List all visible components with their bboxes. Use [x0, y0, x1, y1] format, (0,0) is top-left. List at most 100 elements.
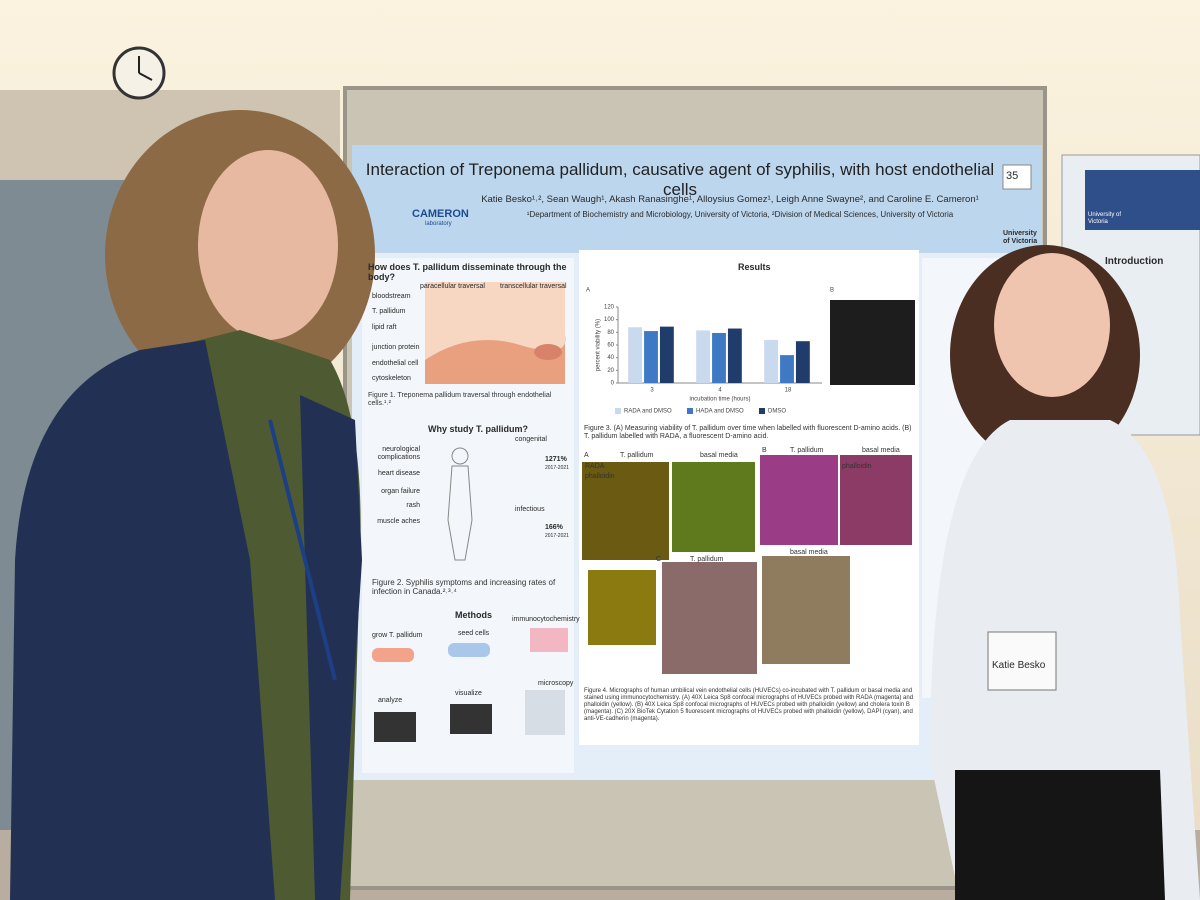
figure-caption: Figure 2. Syphilis symptoms and increasi… [372, 578, 556, 597]
method-step: visualize [455, 690, 482, 697]
micrograph-label: A [584, 452, 589, 459]
neighbor-logo: University of Victoria [1088, 212, 1122, 225]
figure-caption: Figure 3. (A) Measuring viability of T. … [584, 425, 912, 441]
diagram-label: bloodstream [372, 293, 411, 300]
micrograph [830, 300, 915, 385]
neighbor-banner [1085, 170, 1200, 230]
figure-caption: Figure 1. Treponema pallidum traversal t… [368, 392, 552, 408]
legend-swatch [687, 408, 693, 414]
micrograph-label: T. pallidum [790, 447, 824, 454]
period: 2017-2021 [545, 533, 569, 539]
section-heading: How does T. pallidum disseminate through… [368, 262, 567, 283]
x-axis-label: incubation time (hours) [689, 397, 750, 403]
micrograph-label: basal media [862, 447, 900, 454]
label: congenital [515, 436, 547, 443]
symptom-label: heart disease [377, 470, 420, 477]
micrograph-label: basal media [700, 452, 738, 459]
diagram-label: lipid raft [372, 324, 397, 331]
section-heading: Results [738, 262, 771, 272]
bar [628, 327, 643, 383]
micrograph-label: T. pallidum [620, 452, 654, 459]
method-step: analyze [378, 697, 403, 704]
lab-logo: CAMERON [412, 208, 469, 220]
microscope-icon [525, 690, 565, 735]
micrograph-label: phalloidin [842, 463, 872, 470]
micrograph-label: C [656, 556, 662, 563]
symptom-label: rash [406, 502, 420, 509]
label: infectious [515, 506, 545, 513]
cardigan [300, 395, 362, 900]
lab-logo-sub: laboratory [425, 221, 452, 227]
name-tag [987, 631, 1057, 691]
x-tick-label: 18 [785, 388, 792, 394]
x-tick-label: 4 [718, 388, 722, 394]
micrograph-label: basal media [790, 549, 828, 556]
micrograph-label: phalloidin [585, 473, 615, 480]
clock-hand [138, 72, 153, 81]
micrograph-label: B [762, 447, 767, 454]
neighbor-heading: Introduction [1105, 256, 1164, 267]
diagram-label: T. pallidum [372, 308, 406, 315]
nucleus [534, 344, 562, 360]
poster-title: Interaction of Treponema pallidum, causa… [365, 160, 995, 199]
monitor-icon [374, 712, 416, 742]
y-axis-label: percent viability (%) [596, 319, 602, 371]
section-heading: Why study T. pallidum? [428, 424, 529, 434]
y-tick-label: 120 [604, 305, 615, 311]
bar [764, 339, 779, 383]
lanyard [268, 419, 337, 681]
poster-authors: Katie Besko¹˒², Sean Waugh¹, Akash Ranas… [481, 194, 979, 205]
diagram-label: cytoskeleton [372, 375, 411, 382]
rate: 166% [545, 524, 563, 531]
symptom-label: muscle aches [377, 518, 420, 525]
bar [780, 355, 794, 383]
y-tick-label: 100 [604, 317, 615, 323]
figure-caption: Figure 4. Micrographs of human umbilical… [584, 688, 914, 722]
bar [727, 328, 742, 383]
x-tick-label: 3 [650, 388, 654, 394]
y-tick-label: 0 [611, 381, 615, 387]
method-step: immunocytochemistry [512, 616, 580, 623]
method-step: seed cells [458, 630, 490, 637]
flask-icon [372, 648, 414, 662]
plate-icon [530, 628, 568, 652]
micrograph [760, 455, 838, 545]
poster-title-band [352, 145, 1042, 253]
poster-number: 35 [1006, 170, 1019, 182]
face [198, 150, 338, 340]
diagram-label: junction protein [372, 344, 420, 351]
symptom-label: neurological complications [377, 446, 420, 462]
endothelial-cell [425, 335, 566, 384]
micrograph [762, 556, 850, 664]
body-figure [451, 447, 469, 465]
section-heading: Methods [455, 610, 492, 620]
flask-icon [448, 643, 490, 657]
legend-swatch [615, 408, 621, 414]
legend-label: DMSO [768, 409, 786, 415]
micrograph-label: T. pallidum [690, 556, 724, 563]
results-chart: 0 20 40 60 80 100 120 percent viability (%) incu… [586, 288, 834, 415]
university-logo: University of Victoria [1003, 230, 1038, 246]
diagram-label: transcellular traversal [500, 283, 567, 290]
micrograph-label: RADA [585, 463, 605, 470]
legend-label: HADA and DMSO [696, 409, 744, 415]
period: 2017-2021 [545, 465, 569, 471]
y-tick-label: 20 [607, 368, 614, 374]
bar [795, 341, 810, 383]
face [994, 253, 1110, 397]
name-tag-text: Katie Besko [992, 660, 1046, 671]
diagram-label: paracellular traversal [420, 283, 485, 290]
method-step: microscopy [538, 680, 574, 687]
pants [955, 770, 1165, 900]
legend-swatch [759, 408, 765, 414]
bar [659, 326, 674, 383]
micrograph [582, 462, 669, 560]
poster-number-card [1002, 164, 1032, 190]
panel-label: B [830, 288, 834, 294]
cardigan [10, 340, 275, 900]
y-tick-label: 40 [607, 355, 614, 361]
poster-affiliations: ¹Department of Biochemistry and Microbio… [526, 210, 954, 219]
micrograph [662, 562, 757, 674]
